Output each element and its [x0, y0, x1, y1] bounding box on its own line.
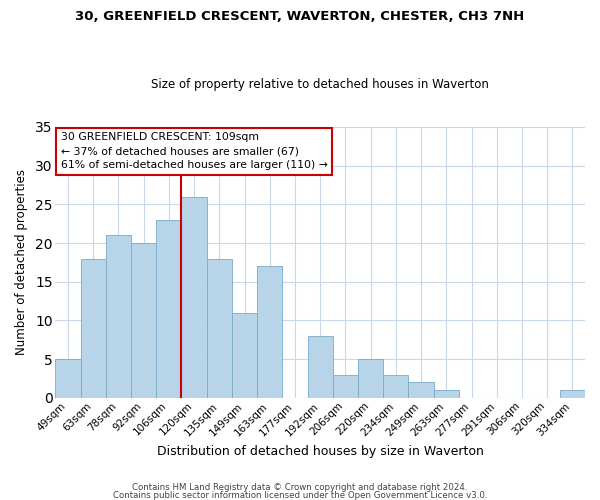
Title: Size of property relative to detached houses in Waverton: Size of property relative to detached ho… [151, 78, 489, 91]
Y-axis label: Number of detached properties: Number of detached properties [15, 170, 28, 356]
Bar [80, 258, 106, 398]
Text: Contains HM Land Registry data © Crown copyright and database right 2024.: Contains HM Land Registry data © Crown c… [132, 484, 468, 492]
Bar [55, 359, 80, 398]
Bar [560, 390, 585, 398]
Bar [257, 266, 283, 398]
Bar [131, 243, 156, 398]
Bar [156, 220, 181, 398]
Bar [358, 359, 383, 398]
Bar [206, 258, 232, 398]
Bar [232, 312, 257, 398]
Bar [383, 374, 409, 398]
Bar [308, 336, 333, 398]
Bar [181, 196, 206, 398]
Text: Contains public sector information licensed under the Open Government Licence v3: Contains public sector information licen… [113, 490, 487, 500]
Bar [106, 236, 131, 398]
Bar [434, 390, 459, 398]
Bar [409, 382, 434, 398]
Bar [333, 374, 358, 398]
Text: 30 GREENFIELD CRESCENT: 109sqm
← 37% of detached houses are smaller (67)
61% of : 30 GREENFIELD CRESCENT: 109sqm ← 37% of … [61, 132, 328, 170]
X-axis label: Distribution of detached houses by size in Waverton: Distribution of detached houses by size … [157, 444, 484, 458]
Text: 30, GREENFIELD CRESCENT, WAVERTON, CHESTER, CH3 7NH: 30, GREENFIELD CRESCENT, WAVERTON, CHEST… [76, 10, 524, 23]
